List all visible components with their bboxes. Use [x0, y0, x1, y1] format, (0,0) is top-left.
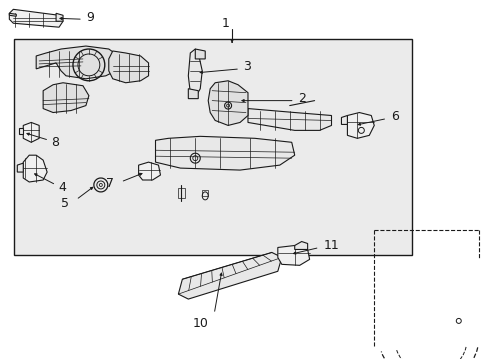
Text: 5: 5 — [61, 197, 69, 210]
Polygon shape — [23, 122, 39, 142]
Polygon shape — [9, 13, 16, 16]
Text: 2: 2 — [297, 92, 305, 105]
Polygon shape — [9, 9, 63, 27]
Text: 8: 8 — [51, 136, 59, 149]
Text: 7: 7 — [105, 177, 114, 190]
Polygon shape — [17, 163, 23, 172]
Polygon shape — [19, 129, 23, 134]
Text: 9: 9 — [86, 11, 94, 24]
Text: 3: 3 — [243, 60, 250, 73]
Polygon shape — [208, 81, 247, 125]
Bar — [14, 39, 411, 255]
Polygon shape — [277, 246, 309, 265]
Polygon shape — [188, 49, 202, 96]
Polygon shape — [341, 116, 346, 125]
Polygon shape — [178, 188, 185, 198]
Polygon shape — [294, 242, 307, 249]
Polygon shape — [56, 13, 63, 21]
Polygon shape — [138, 162, 160, 180]
Text: 11: 11 — [323, 239, 339, 252]
Polygon shape — [178, 252, 281, 299]
Polygon shape — [247, 109, 331, 130]
Polygon shape — [346, 113, 373, 138]
Polygon shape — [23, 155, 47, 182]
Polygon shape — [36, 46, 119, 79]
Polygon shape — [155, 136, 294, 170]
Polygon shape — [195, 49, 205, 59]
Text: 10: 10 — [192, 318, 208, 330]
Text: 6: 6 — [390, 110, 398, 123]
Text: 1: 1 — [221, 17, 228, 30]
Polygon shape — [108, 51, 148, 83]
Text: 4: 4 — [58, 181, 66, 194]
Polygon shape — [43, 83, 89, 113]
Polygon shape — [188, 89, 198, 99]
